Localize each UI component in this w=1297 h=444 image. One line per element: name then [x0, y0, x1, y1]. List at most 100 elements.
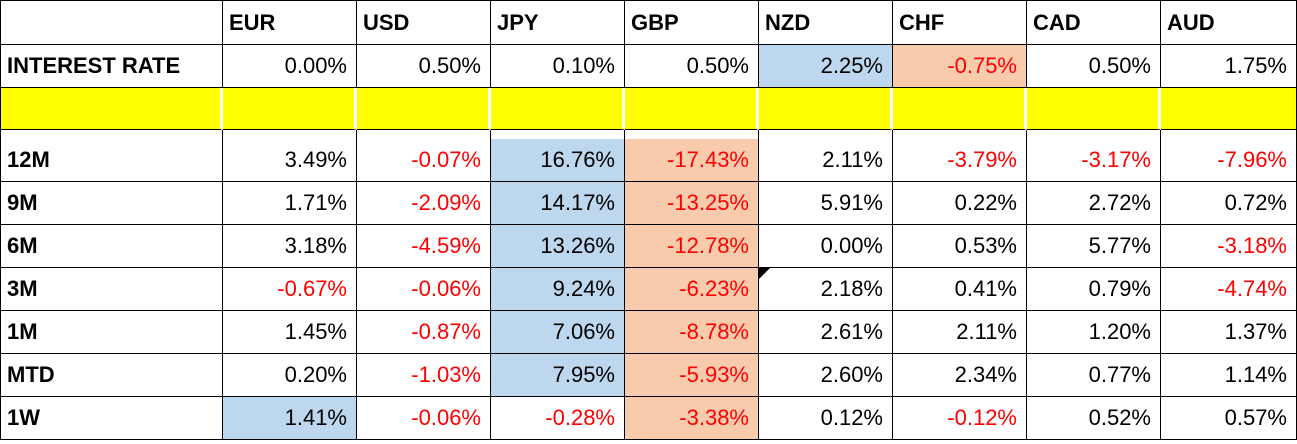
gap-cell: [759, 130, 893, 139]
cell-1w-chf[interactable]: -0.12%: [893, 397, 1027, 440]
row-label-interest-rate[interactable]: INTEREST RATE: [1, 45, 223, 88]
row-label-1w[interactable]: 1W: [1, 397, 223, 440]
cell-12m-chf[interactable]: -3.79%: [893, 139, 1027, 182]
cell-6m-cad[interactable]: 5.77%: [1027, 225, 1161, 268]
cell-12m-eur[interactable]: 3.49%: [223, 139, 357, 182]
col-header-usd[interactable]: USD: [357, 1, 491, 45]
cell-1m-usd[interactable]: -0.87%: [357, 311, 491, 354]
spacer-cell[interactable]: [1161, 88, 1297, 130]
cell-interest-rate-eur[interactable]: 0.00%: [223, 45, 357, 88]
row-label-1m[interactable]: 1M: [1, 311, 223, 354]
cell-3m-eur[interactable]: -0.67%: [223, 268, 357, 311]
cell-6m-jpy[interactable]: 13.26%: [491, 225, 625, 268]
row-label-6m[interactable]: 6M: [1, 225, 223, 268]
spacer-cell[interactable]: [1027, 88, 1161, 130]
cell-9m-jpy[interactable]: 14.17%: [491, 182, 625, 225]
cell-6m-usd[interactable]: -4.59%: [357, 225, 491, 268]
cell-1w-usd[interactable]: -0.06%: [357, 397, 491, 440]
cell-6m-chf[interactable]: 0.53%: [893, 225, 1027, 268]
cell-1w-aud[interactable]: 0.57%: [1161, 397, 1297, 440]
cell-6m-aud[interactable]: -3.18%: [1161, 225, 1297, 268]
cell-value: -3.18%: [1217, 233, 1287, 258]
cell-3m-aud[interactable]: -4.74%: [1161, 268, 1297, 311]
cell-value: -0.87%: [411, 319, 481, 344]
spacer-cell[interactable]: [759, 88, 893, 130]
cell-1w-nzd[interactable]: 0.12%: [759, 397, 893, 440]
cell-1w-jpy[interactable]: -0.28%: [491, 397, 625, 440]
cell-9m-nzd[interactable]: 5.91%: [759, 182, 893, 225]
spacer-cell[interactable]: [893, 88, 1027, 130]
cell-9m-gbp[interactable]: -13.25%: [625, 182, 759, 225]
cell-1m-aud[interactable]: 1.37%: [1161, 311, 1297, 354]
cell-1m-jpy[interactable]: 7.06%: [491, 311, 625, 354]
cell-1m-nzd[interactable]: 2.61%: [759, 311, 893, 354]
cell-mtd-cad[interactable]: 0.77%: [1027, 354, 1161, 397]
cell-mtd-aud[interactable]: 1.14%: [1161, 354, 1297, 397]
cell-interest-rate-gbp[interactable]: 0.50%: [625, 45, 759, 88]
cell-3m-cad[interactable]: 0.79%: [1027, 268, 1161, 311]
spacer-cell[interactable]: [223, 88, 357, 130]
cell-3m-nzd[interactable]: 2.18%: [759, 268, 893, 311]
cell-1m-cad[interactable]: 1.20%: [1027, 311, 1161, 354]
corner-cell[interactable]: [1, 1, 223, 45]
cell-interest-rate-nzd[interactable]: 2.25%: [759, 45, 893, 88]
cell-9m-chf[interactable]: 0.22%: [893, 182, 1027, 225]
col-header-chf[interactable]: CHF: [893, 1, 1027, 45]
cell-value: 0.20%: [284, 362, 347, 387]
col-header-eur[interactable]: EUR: [223, 1, 357, 45]
cell-1m-chf[interactable]: 2.11%: [893, 311, 1027, 354]
row-label-9m[interactable]: 9M: [1, 182, 223, 225]
row-label-mtd[interactable]: MTD: [1, 354, 223, 397]
cell-12m-usd[interactable]: -0.07%: [357, 139, 491, 182]
cell-mtd-eur[interactable]: 0.20%: [223, 354, 357, 397]
cell-1m-gbp[interactable]: -8.78%: [625, 311, 759, 354]
cell-value: -3.17%: [1081, 147, 1151, 172]
cell-3m-gbp[interactable]: -6.23%: [625, 268, 759, 311]
spacer-cell[interactable]: [1, 88, 223, 130]
col-header-gbp[interactable]: GBP: [625, 1, 759, 45]
cell-mtd-jpy[interactable]: 7.95%: [491, 354, 625, 397]
cell-value: 1.37%: [1224, 319, 1287, 344]
cell-9m-eur[interactable]: 1.71%: [223, 182, 357, 225]
cell-value: -0.12%: [947, 405, 1017, 430]
spacer-cell[interactable]: [357, 88, 491, 130]
cell-9m-cad[interactable]: 2.72%: [1027, 182, 1161, 225]
cell-1w-cad[interactable]: 0.52%: [1027, 397, 1161, 440]
cell-mtd-nzd[interactable]: 2.60%: [759, 354, 893, 397]
col-header-cad[interactable]: CAD: [1027, 1, 1161, 45]
cell-interest-rate-jpy[interactable]: 0.10%: [491, 45, 625, 88]
cell-3m-usd[interactable]: -0.06%: [357, 268, 491, 311]
col-header-nzd[interactable]: NZD: [759, 1, 893, 45]
cell-12m-nzd[interactable]: 2.11%: [759, 139, 893, 182]
cell-interest-rate-chf[interactable]: -0.75%: [893, 45, 1027, 88]
cell-6m-eur[interactable]: 3.18%: [223, 225, 357, 268]
cell-mtd-usd[interactable]: -1.03%: [357, 354, 491, 397]
cell-12m-aud[interactable]: -7.96%: [1161, 139, 1297, 182]
cell-1m-eur[interactable]: 1.45%: [223, 311, 357, 354]
cell-3m-chf[interactable]: 0.41%: [893, 268, 1027, 311]
cell-mtd-chf[interactable]: 2.34%: [893, 354, 1027, 397]
row-label-3m[interactable]: 3M: [1, 268, 223, 311]
cell-9m-usd[interactable]: -2.09%: [357, 182, 491, 225]
cell-value: 0.53%: [954, 233, 1017, 258]
row-label-12m[interactable]: 12M: [1, 139, 223, 182]
cell-value: 9.24%: [552, 276, 615, 301]
spacer-cell[interactable]: [625, 88, 759, 130]
cell-1w-eur[interactable]: 1.41%: [223, 397, 357, 440]
cell-9m-aud[interactable]: 0.72%: [1161, 182, 1297, 225]
spacer-cell[interactable]: [491, 88, 625, 130]
cell-6m-gbp[interactable]: -12.78%: [625, 225, 759, 268]
cell-12m-jpy[interactable]: 16.76%: [491, 139, 625, 182]
cell-6m-nzd[interactable]: 0.00%: [759, 225, 893, 268]
cell-mtd-gbp[interactable]: -5.93%: [625, 354, 759, 397]
cell-12m-gbp[interactable]: -17.43%: [625, 139, 759, 182]
col-header-jpy[interactable]: JPY: [491, 1, 625, 45]
cell-3m-jpy[interactable]: 9.24%: [491, 268, 625, 311]
cell-interest-rate-usd[interactable]: 0.50%: [357, 45, 491, 88]
cell-interest-rate-aud[interactable]: 1.75%: [1161, 45, 1297, 88]
cell-1w-gbp[interactable]: -3.38%: [625, 397, 759, 440]
cell-value: 0.50%: [418, 53, 481, 78]
col-header-aud[interactable]: AUD: [1161, 1, 1297, 45]
cell-interest-rate-cad[interactable]: 0.50%: [1027, 45, 1161, 88]
cell-12m-cad[interactable]: -3.17%: [1027, 139, 1161, 182]
